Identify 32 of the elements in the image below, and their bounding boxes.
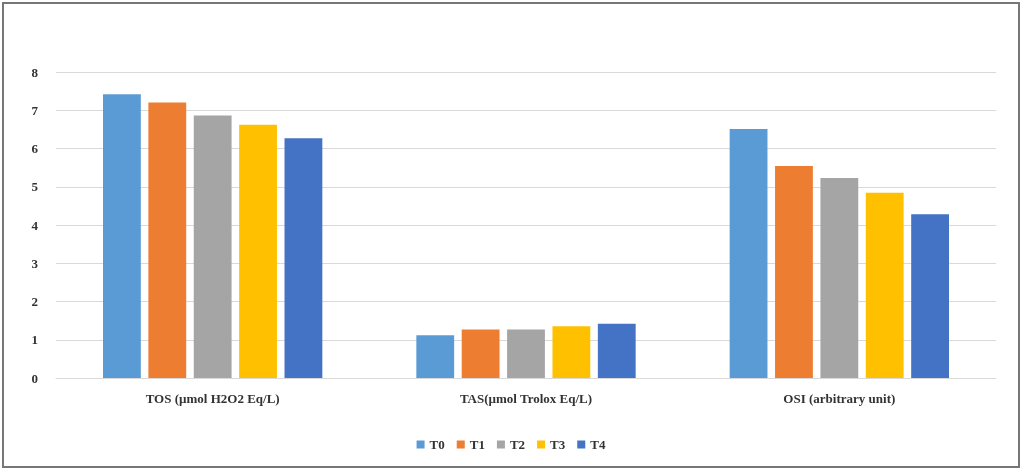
y-tick-label: 7 [31,102,39,118]
x-tick-label: OSI (arbitrary unit) [783,391,896,406]
bar [775,166,813,378]
bar [865,192,904,378]
bar [416,335,455,378]
bar [820,177,859,378]
y-tick-label: 8 [31,64,39,80]
bar [507,329,545,378]
legend-label: T2 [509,437,526,452]
y-tick-label: 3 [31,255,39,271]
y-tick-label: 5 [31,179,39,195]
bar [552,326,591,378]
bar [239,124,277,378]
y-tick-label: 1 [31,332,38,348]
y-tick-label: 0 [31,370,38,386]
bar [284,138,323,378]
bar [729,128,768,378]
bar [193,115,232,378]
bar [461,329,500,378]
x-tick-label: TOS (µmol H2O2 Eq/L) [145,391,280,406]
bar [103,94,141,378]
legend-label: T0 [429,437,445,452]
legend-label: T1 [469,437,485,452]
legend-label: T4 [590,437,606,452]
x-tick-label: TAS(µmol Trolox Eq/L) [459,391,593,406]
legend-label: T3 [550,437,566,452]
y-tick-label: 2 [31,294,38,309]
y-tick-label: 6 [31,141,39,156]
bar [148,102,187,378]
bar [597,323,636,378]
bar [911,214,949,378]
y-tick-label: 4 [31,217,39,233]
